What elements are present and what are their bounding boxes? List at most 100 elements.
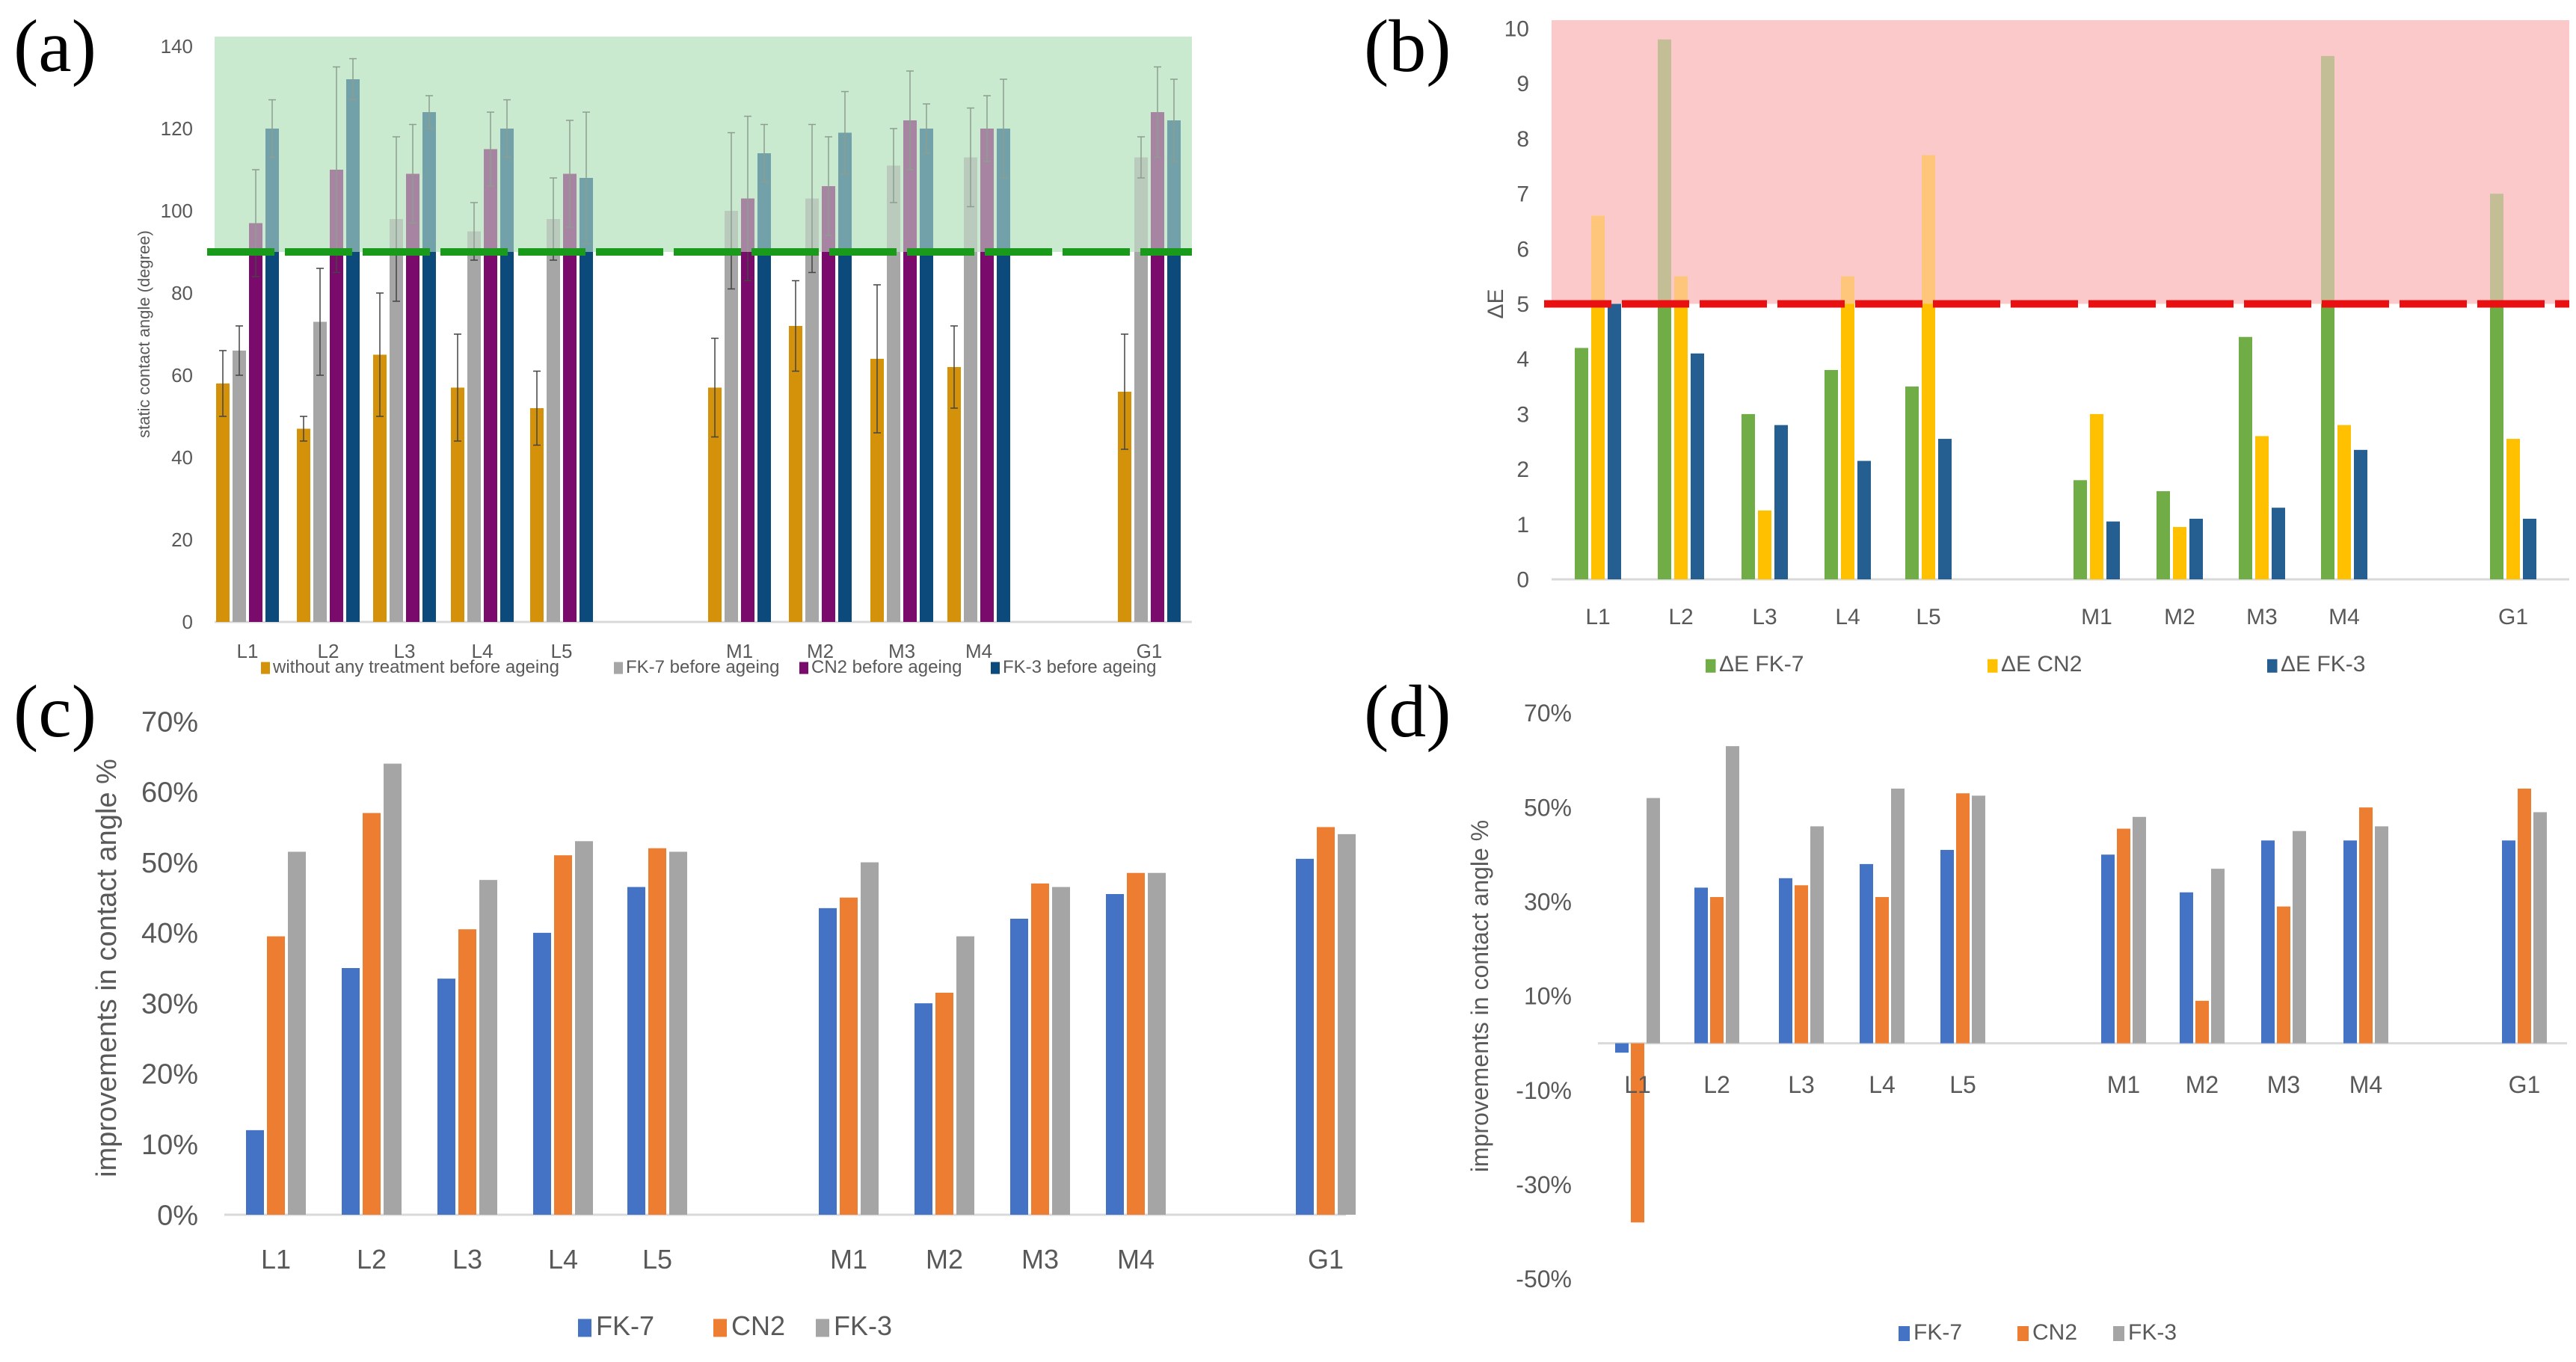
bar-L5-3 bbox=[580, 178, 593, 622]
bar-L2-1 bbox=[1674, 276, 1688, 579]
bar-L5-0 bbox=[1905, 386, 1919, 579]
error-bar bbox=[454, 333, 461, 442]
bar-M3-1 bbox=[1031, 883, 1049, 1215]
x-tick-label: M4 bbox=[2349, 1071, 2382, 1098]
y-tick-label: 70% bbox=[1524, 700, 1572, 727]
bar-L4-2 bbox=[484, 149, 497, 622]
bar-L4-0 bbox=[533, 932, 551, 1215]
bar-M3-2 bbox=[1052, 887, 1070, 1215]
bar-L1-1 bbox=[1631, 1043, 1644, 1223]
bar-L2-0 bbox=[297, 428, 310, 622]
x-tick-label: L2 bbox=[1668, 605, 1693, 629]
bar-L1-1 bbox=[233, 351, 246, 622]
panel-label: (d) bbox=[1364, 670, 1451, 753]
bar-M1-1 bbox=[725, 211, 738, 622]
panel-label: (c) bbox=[13, 670, 96, 753]
x-tick-label: M1 bbox=[2081, 605, 2112, 629]
bar-M1-1 bbox=[840, 897, 858, 1215]
bar-L2-1 bbox=[313, 321, 327, 622]
bar-L2-0 bbox=[1694, 887, 1708, 1044]
legend-swatch bbox=[1899, 1326, 1910, 1341]
x-tick-label: G1 bbox=[2509, 1071, 2541, 1098]
bar-L1-2 bbox=[1608, 303, 1621, 579]
bar-M3-2 bbox=[2293, 831, 2306, 1044]
legend-label: ΔE FK-7 bbox=[1719, 652, 1804, 677]
y-tick-label: 4 bbox=[1516, 348, 1529, 372]
bar-L2-2 bbox=[330, 170, 343, 622]
y-tick-label: 40 bbox=[171, 446, 193, 469]
error-bar bbox=[792, 280, 799, 372]
bar-L5-1 bbox=[1956, 793, 1970, 1044]
bar-L2-0 bbox=[342, 968, 360, 1215]
panel-label: (b) bbox=[1364, 4, 1451, 87]
bar-M2-0 bbox=[789, 326, 802, 622]
x-tick-label: G1 bbox=[1137, 640, 1163, 662]
error-bar bbox=[711, 337, 719, 438]
bar-L1-0 bbox=[1615, 1043, 1629, 1053]
bar-M4-2 bbox=[2354, 449, 2367, 579]
y-tick-label: 9 bbox=[1516, 72, 1529, 96]
y-axis-label: improvements in contact angle % bbox=[1466, 820, 1493, 1172]
x-tick-label: L2 bbox=[357, 1244, 387, 1275]
x-tick-label: L4 bbox=[1869, 1071, 1896, 1098]
bar-L3-1 bbox=[1795, 885, 1808, 1044]
y-tick-label: 8 bbox=[1516, 127, 1529, 152]
bar-M3-2 bbox=[2272, 508, 2285, 579]
legend-swatch bbox=[261, 662, 270, 674]
bar-M2-1 bbox=[2195, 1000, 2209, 1044]
x-tick-label: M3 bbox=[1021, 1244, 1059, 1275]
bar-M1-0 bbox=[2101, 854, 2115, 1044]
error-bar bbox=[1121, 333, 1128, 450]
legend-swatch bbox=[1706, 659, 1716, 673]
y-tick-label: 20 bbox=[171, 529, 193, 551]
x-tick-label: M4 bbox=[965, 640, 992, 662]
bar-L3-1 bbox=[458, 929, 476, 1215]
legend-swatch bbox=[614, 662, 623, 674]
bar-M2-2 bbox=[822, 186, 835, 622]
bar-L3-1 bbox=[390, 219, 403, 622]
bar-L5-0 bbox=[530, 408, 544, 622]
highlight-overlay bbox=[215, 37, 1192, 252]
bar-M4-1 bbox=[964, 157, 977, 622]
x-tick-label: L1 bbox=[1624, 1071, 1651, 1098]
legend-label: FK-3 bbox=[2128, 1320, 2177, 1345]
bar-G1-1 bbox=[2518, 788, 2531, 1044]
bar-L2-2 bbox=[1726, 746, 1739, 1044]
y-tick-label: 60% bbox=[141, 777, 198, 809]
y-tick-label: 2 bbox=[1516, 457, 1529, 482]
x-tick-label: M2 bbox=[926, 1244, 963, 1275]
y-tick-label: -30% bbox=[1516, 1171, 1572, 1198]
legend-swatch bbox=[991, 662, 1000, 674]
bar-M3-1 bbox=[887, 165, 900, 622]
x-tick-label: L3 bbox=[1752, 605, 1777, 629]
legend-label: FK-3 bbox=[834, 1310, 892, 1341]
bar-M3-1 bbox=[2277, 906, 2290, 1044]
bar-G1-1 bbox=[1317, 827, 1335, 1215]
legend-swatch bbox=[2113, 1326, 2124, 1341]
bar-L3-0 bbox=[437, 979, 455, 1215]
x-tick-label: L5 bbox=[551, 640, 573, 662]
bar-L3-1 bbox=[1758, 510, 1771, 579]
bar-L1-2 bbox=[249, 223, 262, 622]
bar-G1-0 bbox=[1296, 858, 1314, 1215]
x-tick-label: L4 bbox=[472, 640, 494, 662]
bar-M2-1 bbox=[805, 198, 819, 622]
error-bar bbox=[219, 350, 227, 417]
x-tick-label: L5 bbox=[1949, 1071, 1976, 1098]
bar-M2-2 bbox=[2211, 869, 2225, 1044]
x-tick-label: M4 bbox=[2328, 605, 2360, 629]
error-bar bbox=[236, 325, 243, 376]
y-tick-label: 20% bbox=[141, 1059, 198, 1091]
y-tick-label: 3 bbox=[1516, 402, 1529, 427]
panel-b-delta-e-chart: (b) 0 1 2 3 4 5 6 7 8 9 10 ΔE L1 L2 L3 L4 L5 M1 M2 M3 M4 G1 ΔE … bbox=[1364, 4, 2569, 677]
x-tick-label: G1 bbox=[2498, 605, 2528, 629]
x-tick-label: L2 bbox=[318, 640, 339, 662]
x-tick-label: G1 bbox=[1308, 1244, 1344, 1275]
y-tick-label: 0 bbox=[182, 611, 193, 633]
bar-G1-1 bbox=[1134, 157, 1148, 622]
x-tick-label: L1 bbox=[237, 640, 259, 662]
bar-G1-1 bbox=[2506, 439, 2520, 579]
y-tick-label: 80 bbox=[171, 282, 193, 304]
y-tick-label: 10 bbox=[1504, 17, 1529, 42]
bar-M1-0 bbox=[819, 908, 837, 1215]
